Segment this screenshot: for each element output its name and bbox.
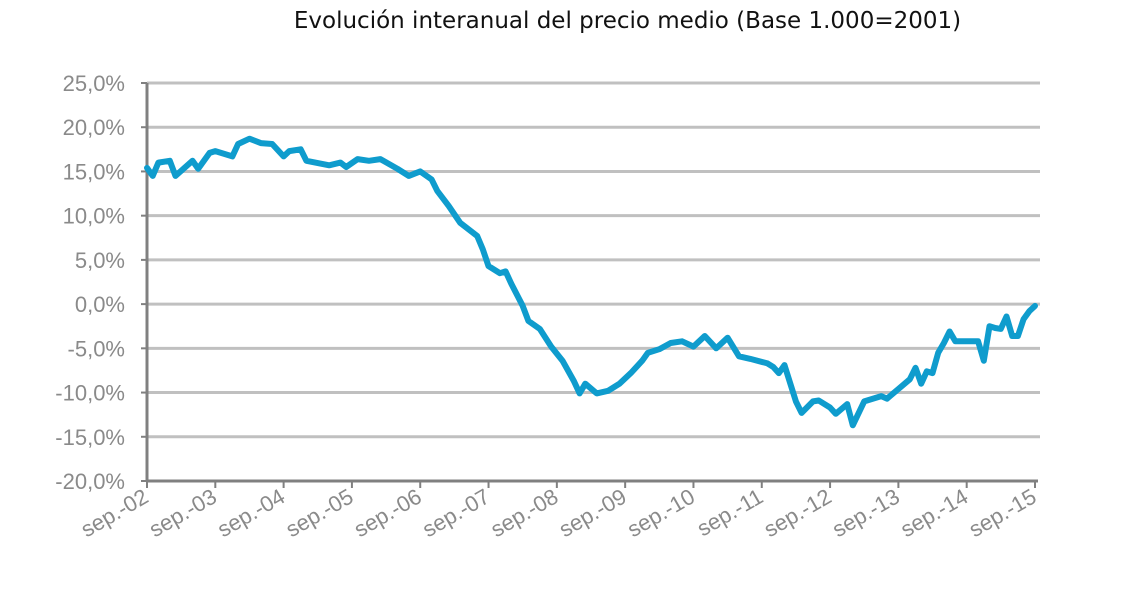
y-tick-label: 15,0%: [63, 159, 125, 184]
x-tick-label: sep.-11: [693, 484, 768, 542]
x-tick-label: sep.-04: [213, 484, 289, 542]
chart-title: Evolución interanual del precio medio (B…: [293, 8, 962, 34]
y-tick-label: -15,0%: [55, 425, 125, 450]
y-tick-label: 20,0%: [63, 115, 125, 140]
x-tick-label: sep.-15: [964, 484, 1040, 542]
x-tick-label: sep.-07: [418, 484, 494, 542]
y-tick-label: -10,0%: [55, 381, 125, 406]
y-tick-label: 5,0%: [75, 248, 125, 273]
y-tick-label: -20,0%: [55, 469, 125, 494]
y-tick-label: 0,0%: [75, 292, 125, 317]
y-tick-label: 25,0%: [63, 71, 125, 96]
x-tick-label: sep.-13: [828, 484, 904, 542]
x-tick-label: sep.-06: [350, 484, 426, 542]
series-line: [144, 135, 1038, 429]
x-tick-label: sep.-14: [896, 484, 972, 542]
x-tick-label: sep.-09: [555, 484, 631, 542]
x-tick-label: sep.-10: [623, 484, 699, 542]
x-tick-label: sep.-03: [145, 484, 221, 542]
y-tick-label: 10,0%: [63, 204, 125, 229]
y-tick-label: -5,0%: [68, 336, 125, 361]
x-tick-label: sep.-05: [281, 484, 357, 542]
x-tick-label: sep.-12: [760, 484, 836, 542]
x-tick-label: sep.-08: [486, 484, 562, 542]
